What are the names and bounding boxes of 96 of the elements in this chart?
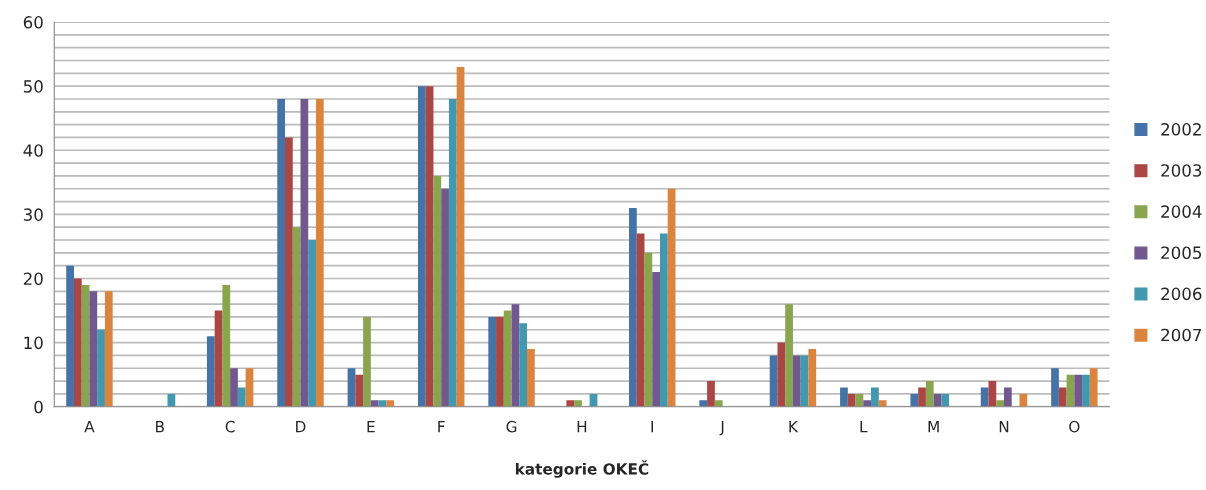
- y-tick-label: 30: [23, 208, 43, 221]
- bar: [1089, 368, 1098, 407]
- bar: [237, 387, 246, 407]
- bar: [941, 393, 950, 407]
- y-tick-label: 10: [24, 336, 43, 350]
- bar: [527, 349, 535, 407]
- bar: [644, 252, 653, 407]
- x-tick-label: B: [156, 421, 164, 433]
- bar: [425, 86, 434, 407]
- bar: [800, 355, 809, 407]
- bar: [511, 304, 520, 407]
- bar: [441, 188, 449, 407]
- x-axis-title: kategorie OKEČ: [515, 460, 649, 478]
- bar: [300, 98, 309, 407]
- bar: [566, 400, 575, 407]
- legend-label: 2004: [1161, 205, 1202, 218]
- bar: [659, 233, 668, 407]
- bar: [417, 86, 426, 407]
- bar: [699, 400, 708, 407]
- bar: [519, 323, 528, 407]
- bar: [370, 400, 379, 407]
- bar: [308, 240, 316, 407]
- bar: [73, 278, 82, 407]
- y-tick-label: 50: [23, 80, 43, 93]
- bar: [847, 393, 856, 407]
- bar: [433, 175, 442, 407]
- y-tick-label: 20: [23, 272, 43, 286]
- bar: [1058, 387, 1067, 407]
- bar: [355, 374, 364, 407]
- bar: [81, 284, 90, 407]
- bar: [1003, 387, 1012, 407]
- x-tick-label: D: [296, 421, 306, 433]
- bar: [629, 207, 637, 407]
- y-tick-label: 60: [23, 16, 43, 29]
- bar: [206, 336, 215, 407]
- bar: [652, 272, 660, 407]
- bar: [769, 355, 778, 407]
- bar: [707, 381, 715, 407]
- bar: [456, 66, 465, 407]
- bar: [222, 284, 231, 407]
- bar: [980, 387, 989, 407]
- bar: [97, 329, 105, 407]
- bar: [714, 400, 723, 407]
- x-tick-label: H: [577, 421, 587, 433]
- bar: [636, 233, 645, 407]
- bar: [878, 400, 887, 407]
- x-tick-label: O: [1069, 420, 1080, 433]
- bar: [918, 387, 926, 407]
- bar: [1051, 368, 1059, 407]
- bar: [925, 381, 934, 407]
- bar: [808, 349, 817, 407]
- bar: [1074, 374, 1083, 407]
- x-tick-label: N: [999, 421, 1009, 433]
- bar: [363, 316, 371, 407]
- bar: [277, 98, 286, 407]
- bar: [448, 98, 457, 407]
- x-tick-label: M: [928, 421, 939, 433]
- legend-label: 2007: [1161, 328, 1202, 342]
- bar: [230, 368, 238, 407]
- bar: [315, 98, 324, 407]
- bar: [871, 387, 879, 407]
- x-tick-label: J: [719, 421, 724, 436]
- bar: [89, 291, 98, 407]
- bar: [488, 316, 497, 407]
- bar: [910, 393, 919, 407]
- legend-label: 2006: [1161, 287, 1202, 301]
- bar: [792, 355, 801, 407]
- bar: [386, 400, 395, 407]
- x-tick-label: C: [225, 420, 235, 433]
- bar: [104, 291, 113, 407]
- bar: [785, 304, 793, 407]
- x-tick-label: A: [84, 421, 95, 433]
- bar: [66, 265, 74, 407]
- bar: [667, 188, 676, 407]
- bar: [996, 400, 1004, 407]
- x-tick-label: I: [651, 421, 653, 433]
- x-tick-label: G: [506, 420, 517, 433]
- x-tick-label: K: [789, 421, 799, 433]
- bar: [285, 137, 293, 407]
- bar: [503, 310, 512, 407]
- y-tick-label: 40: [23, 144, 43, 157]
- legend-label: 2002: [1161, 123, 1201, 136]
- bar: [840, 387, 848, 407]
- x-tick-label: L: [860, 421, 868, 433]
- x-tick-label: F: [438, 421, 445, 433]
- bar: [777, 342, 786, 407]
- bar: [863, 400, 872, 407]
- bar: [1082, 374, 1090, 407]
- bar: [292, 227, 301, 407]
- legend-label: 2003: [1161, 164, 1202, 177]
- y-tick-label: 0: [34, 400, 43, 414]
- bar: [496, 316, 504, 407]
- bar: [574, 400, 582, 407]
- bar: [1019, 393, 1028, 407]
- x-tick-label: E: [367, 421, 375, 433]
- legend-label: 2005: [1161, 246, 1202, 260]
